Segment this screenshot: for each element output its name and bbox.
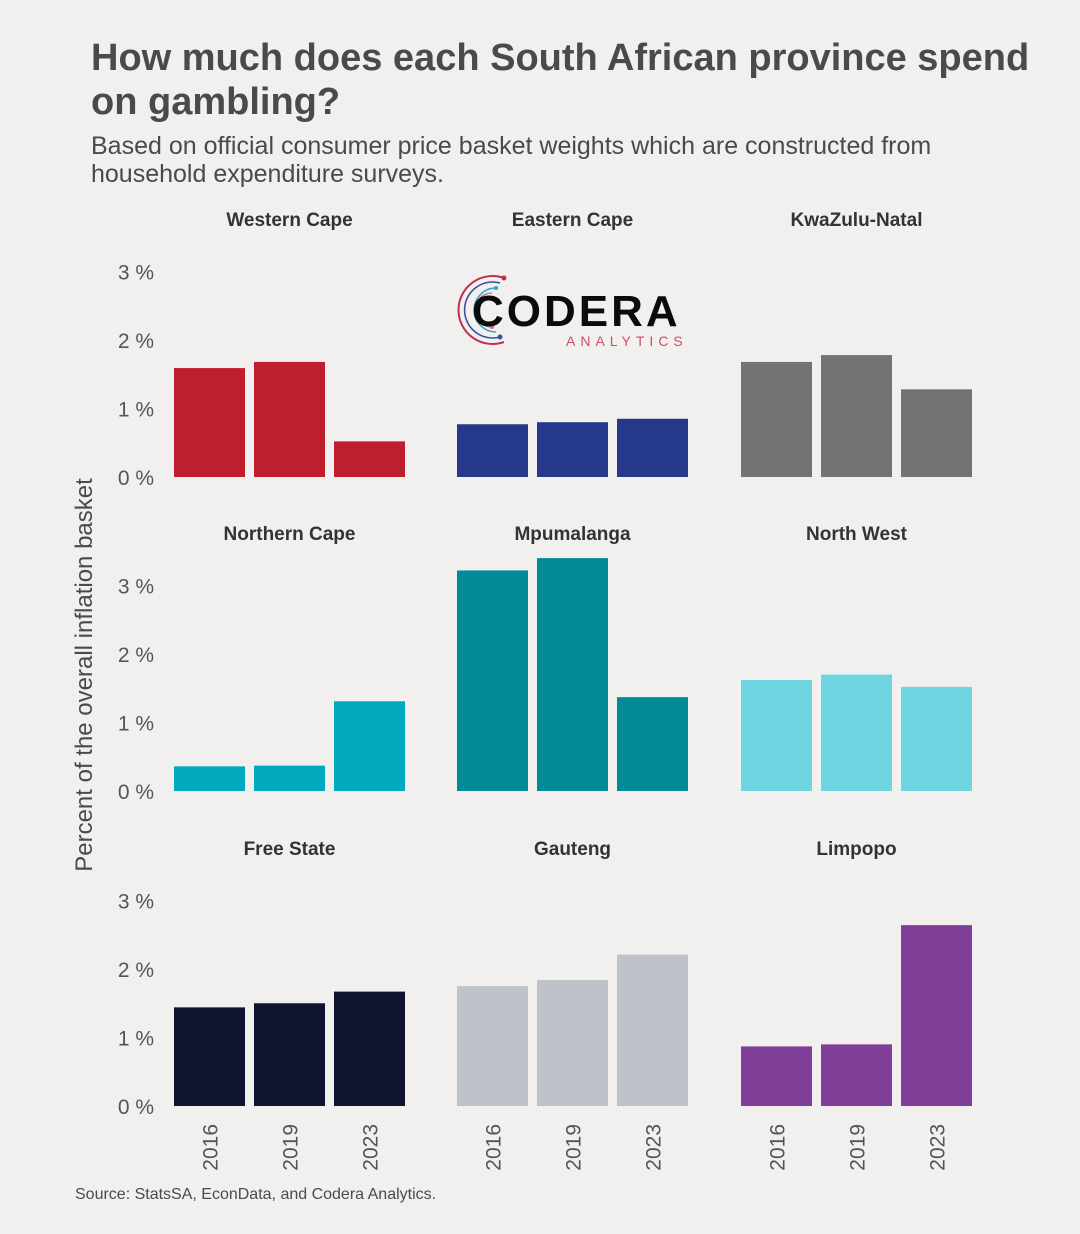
panel-title: Free State — [244, 839, 336, 860]
y-tick-label: 3 % — [118, 262, 154, 285]
source-note: Source: StatsSA, EconData, and Codera An… — [75, 1186, 437, 1203]
panel-title: Northern Cape — [224, 524, 356, 545]
bar — [821, 674, 892, 791]
bar — [254, 1003, 325, 1106]
x-tick-label: 2016 — [483, 1124, 506, 1171]
bar — [617, 697, 688, 791]
y-tick-label: 3 % — [118, 576, 154, 599]
bar — [254, 361, 325, 477]
bar — [821, 355, 892, 477]
x-tick-label: 2016 — [767, 1124, 790, 1171]
panel-title: Mpumalanga — [514, 524, 631, 545]
bar — [457, 570, 528, 791]
chart-subtitle: Based on official consumer price basket … — [91, 132, 932, 188]
bar — [821, 1044, 892, 1106]
codera-logo: CODERA ANALYTICS — [452, 268, 702, 353]
x-tick-label: 2023 — [927, 1124, 950, 1171]
y-tick-label: 2 % — [118, 959, 154, 982]
chart-title: How much does each South African provinc… — [91, 37, 1030, 123]
panel-title: Eastern Cape — [512, 210, 633, 231]
panel-title: KwaZulu-Natal — [791, 210, 923, 231]
x-tick-label: 2016 — [200, 1124, 223, 1171]
bar — [901, 925, 972, 1106]
bar — [174, 766, 245, 791]
bar — [901, 686, 972, 791]
x-tick-label: 2023 — [360, 1124, 383, 1171]
bar — [334, 701, 405, 791]
bar — [537, 558, 608, 791]
panel-title: North West — [806, 524, 908, 545]
circuit-ring-icon — [457, 275, 507, 345]
bar — [174, 368, 245, 477]
panel-title: Western Cape — [226, 210, 352, 231]
panel-title: Gauteng — [534, 839, 611, 860]
bar — [741, 361, 812, 477]
bar — [617, 418, 688, 477]
bar — [537, 979, 608, 1106]
x-tick-label: 2023 — [643, 1124, 666, 1171]
y-tick-label: 0 % — [118, 1096, 154, 1119]
x-tick-label: 2019 — [280, 1124, 303, 1171]
x-tick-label: 2019 — [847, 1124, 870, 1171]
y-tick-label: 1 % — [118, 1028, 154, 1051]
y-tick-label: 0 % — [118, 467, 154, 490]
bar — [334, 991, 405, 1106]
x-tick-label: 2019 — [563, 1124, 586, 1171]
logo-tagline: ANALYTICS — [566, 333, 688, 349]
bar — [254, 765, 325, 791]
y-tick-label: 2 % — [118, 644, 154, 667]
bar — [457, 986, 528, 1106]
y-tick-label: 1 % — [118, 399, 154, 422]
y-tick-label: 2 % — [118, 330, 154, 353]
panel-title: Limpopo — [816, 839, 896, 860]
logo-wordmark: CODERA — [472, 287, 681, 336]
bar — [617, 954, 688, 1106]
bar — [901, 389, 972, 477]
y-tick-label: 0 % — [118, 781, 154, 804]
bar — [741, 1046, 812, 1106]
bar — [174, 1007, 245, 1106]
bar — [334, 441, 405, 477]
bar — [741, 680, 812, 791]
bar — [537, 422, 608, 477]
bar — [457, 424, 528, 477]
y-tick-label: 3 % — [118, 891, 154, 914]
y-tick-label: 1 % — [118, 713, 154, 736]
